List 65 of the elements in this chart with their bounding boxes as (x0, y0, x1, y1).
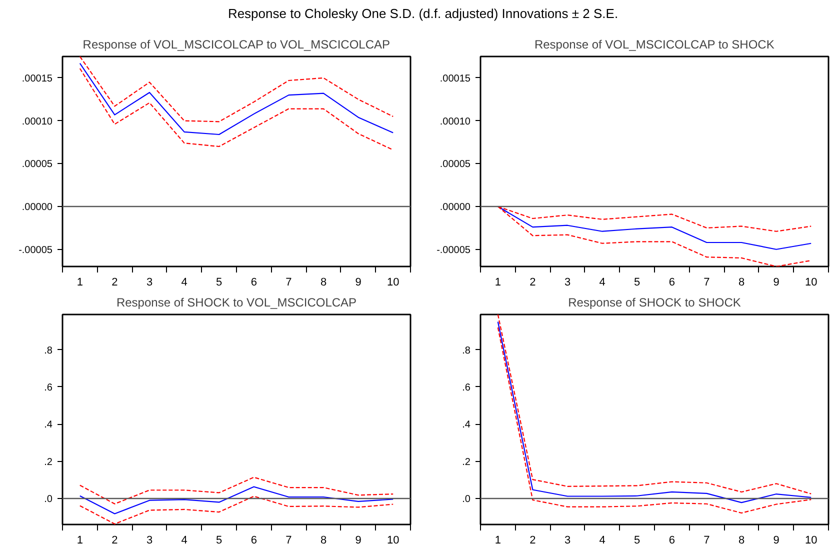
y-tick-label: .6 (44, 382, 53, 394)
y-tick-label: .4 (44, 420, 53, 431)
text: Response to Cholesky One S.D. (d.f. adjusted) Innovations ± 2 S.E. (228, 5, 618, 23)
y-tick-label: .00000 (22, 202, 53, 213)
y-tick-label: .00005 (440, 159, 471, 170)
x-tick-label: 6 (668, 534, 675, 546)
x-tick-label: 6 (250, 534, 257, 546)
x-tick-label: 9 (773, 534, 780, 546)
x-tick-label: 5 (216, 534, 222, 546)
chart-title: Response of VOL_MSCICOLCAP to VOL_MSCICOLCAP (82, 38, 390, 52)
x-tick-label: 3 (146, 534, 153, 546)
x-tick-label: 3 (146, 276, 153, 288)
x-tick-label: 7 (704, 276, 710, 288)
x-tick-label: 3 (564, 534, 571, 546)
x-tick-label: 6 (250, 276, 257, 288)
x-tick-label: 3 (564, 276, 571, 288)
x-tick-label: 9 (355, 534, 362, 546)
x-tick-label: 10 (386, 534, 400, 546)
x-tick-label: 4 (599, 276, 606, 288)
y-tick-label: .00015 (440, 73, 471, 84)
y-tick-label: .00015 (22, 73, 53, 84)
x-tick-label: 9 (773, 276, 780, 288)
x-tick-label: 2 (530, 276, 536, 288)
y-tick-label: .8 (462, 345, 471, 356)
chart-title: Response of VOL_MSCICOLCAP to SHOCK (534, 38, 774, 52)
y-tick-label: .4 (462, 420, 471, 431)
x-tick-label: 5 (216, 276, 222, 288)
x-tick-label: 7 (286, 534, 292, 546)
y-tick-label: .00010 (22, 116, 53, 128)
y-tick-label: .0 (44, 494, 53, 505)
x-tick-label: 9 (355, 276, 362, 288)
x-tick-label: 1 (494, 276, 501, 288)
y-tick-label: .8 (44, 345, 53, 356)
x-tick-label: 1 (76, 534, 83, 546)
x-tick-label: 8 (320, 534, 327, 546)
y-tick-label: .6 (462, 382, 471, 394)
y-tick-label: .0 (462, 494, 471, 505)
y-tick-label: .2 (462, 456, 471, 468)
y-tick-label: -.00005 (436, 244, 471, 256)
y-tick-label: .2 (44, 456, 53, 468)
y-tick-label: .00010 (440, 116, 471, 128)
x-tick-label: 6 (668, 276, 675, 288)
y-tick-label: -.00005 (18, 244, 53, 256)
x-tick-label: 2 (530, 534, 536, 546)
x-tick-label: 2 (112, 534, 118, 546)
x-tick-label: 8 (320, 276, 327, 288)
x-tick-label: 8 (738, 534, 745, 546)
x-tick-label: 7 (704, 534, 710, 546)
x-tick-label: 4 (181, 276, 188, 288)
x-tick-label: 8 (738, 276, 745, 288)
x-tick-label: 5 (634, 276, 640, 288)
x-tick-label: 7 (286, 276, 292, 288)
chart-title: Response of SHOCK to VOL_MSCICOLCAP (116, 296, 357, 310)
x-tick-label: 1 (494, 534, 501, 546)
x-tick-label: 10 (804, 276, 818, 288)
x-tick-label: 5 (634, 534, 640, 546)
chart-title: Response of SHOCK to SHOCK (568, 296, 741, 310)
x-tick-label: 4 (599, 534, 606, 546)
x-tick-label: 2 (112, 276, 118, 288)
y-tick-label: .00005 (22, 159, 53, 170)
x-tick-label: 4 (181, 534, 188, 546)
x-tick-label: 10 (804, 534, 818, 546)
x-tick-label: 10 (386, 276, 400, 288)
x-tick-label: 1 (76, 276, 83, 288)
y-tick-label: .00000 (440, 202, 471, 213)
